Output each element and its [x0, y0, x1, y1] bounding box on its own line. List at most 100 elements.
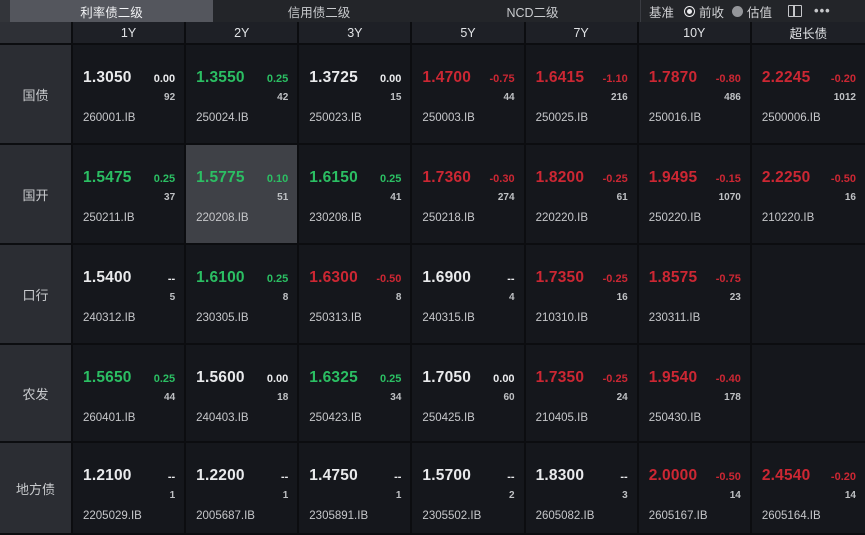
quote-line: 1.5650 0.25	[83, 369, 175, 387]
bond-cell[interactable]: 1.5700 -- 2 2305502.IB	[412, 443, 526, 535]
bond-cell[interactable]: 1.7870 -0.80 486 250016.IB	[638, 45, 752, 145]
bond-cell[interactable]: 1.5600 0.00 18 240403.IB	[186, 345, 300, 443]
bond-cell[interactable]: 1.7360 -0.30 274 250218.IB	[412, 145, 526, 245]
count-line: 1012	[762, 87, 856, 105]
trade-count: 1	[169, 490, 176, 501]
column-header-3y[interactable]: 3Y	[299, 22, 413, 45]
trade-count: 61	[616, 192, 628, 203]
more-icon[interactable]: •••	[814, 3, 831, 18]
quote-line: 2.2250 -0.50	[762, 169, 856, 187]
bond-code: 250023.IB	[309, 112, 362, 124]
trade-count: 1	[395, 490, 402, 501]
bond-cell[interactable]: 1.4750 -- 1 2305891.IB	[299, 443, 413, 535]
quote-line: 1.3050 0.00	[83, 69, 175, 87]
bond-cell[interactable]: 1.8300 -- 3 2605082.IB	[525, 443, 639, 535]
quote-line: 1.3550 0.25	[196, 69, 288, 87]
code-line: 230305.IB	[196, 308, 288, 326]
bond-cell[interactable]: 1.7350 -0.25 16 210310.IB	[525, 245, 639, 345]
quote-line: 1.6150 0.25	[309, 169, 401, 187]
change-value: --	[620, 471, 628, 483]
bond-cell[interactable]: 1.6150 0.25 41 230208.IB	[299, 145, 413, 245]
bond-cell[interactable]: 1.6300 -0.50 8 250313.IB	[299, 245, 413, 345]
trade-count: 14	[729, 490, 741, 501]
bond-cell[interactable]: 2.2250 -0.50 16 210220.IB	[751, 145, 865, 245]
column-header-1y[interactable]: 1Y	[73, 22, 187, 45]
count-line: 1	[309, 485, 402, 503]
code-line: 260401.IB	[83, 408, 175, 426]
code-line: 210220.IB	[762, 208, 856, 226]
change-value: -0.15	[715, 173, 741, 185]
count-line: 16	[762, 187, 856, 205]
row-label: 地方债	[0, 443, 73, 535]
trade-count: 4	[509, 292, 515, 303]
count-line: 216	[536, 87, 628, 105]
bond-code: 240403.IB	[196, 412, 249, 424]
trade-count: 18	[277, 392, 289, 403]
column-header-2y[interactable]: 2Y	[186, 22, 300, 45]
bond-cell[interactable]: 2.0000 -0.50 14 2605167.IB	[638, 443, 752, 535]
yield-value: 1.3725	[309, 69, 358, 86]
count-line: 1	[83, 485, 176, 503]
bond-cell[interactable]: 1.5650 0.25 44 260401.IB	[73, 345, 187, 443]
layout-grid-icon[interactable]	[788, 5, 803, 17]
quote-grid: 1Y 2Y 3Y 5Y 7Y 10Y 超长债 国债 1.3050 0.00 92 260001.IB 1…	[0, 22, 865, 535]
bond-cell[interactable]: 1.9540 -0.40 178 250430.IB	[638, 345, 752, 443]
bond-cell[interactable]: 1.6325 0.25 34 250423.IB	[299, 345, 413, 443]
bond-cell[interactable]	[751, 245, 865, 345]
change-value: -0.80	[715, 73, 741, 85]
column-header-7y[interactable]: 7Y	[525, 22, 639, 45]
count-line: 23	[649, 287, 741, 305]
bond-code: 260401.IB	[83, 412, 136, 424]
yield-value: 2.2250	[761, 169, 811, 186]
bond-cell[interactable]: 1.7050 0.00 60 250425.IB	[412, 345, 526, 443]
bond-cell[interactable]: 1.3550 0.25 42 250024.IB	[186, 45, 300, 145]
bond-cell[interactable]: 1.8575 -0.75 23 230311.IB	[638, 245, 752, 345]
column-header-超长债[interactable]: 超长债	[751, 22, 865, 45]
trade-count: 92	[164, 92, 176, 103]
bond-cell[interactable]: 1.2200 -- 1 2005687.IB	[186, 443, 300, 535]
bond-cell[interactable]	[751, 345, 865, 443]
bond-cell[interactable]: 1.9495 -0.15 1070 250220.IB	[638, 145, 752, 245]
bond-cell[interactable]: 1.2100 -- 1 2205029.IB	[73, 443, 187, 535]
bond-code: 210220.IB	[761, 212, 815, 224]
change-value: 0.00	[493, 373, 515, 385]
quote-line: 1.5600 0.00	[196, 369, 288, 387]
change-value: --	[507, 273, 515, 285]
bond-cell[interactable]: 1.3725 0.00 15 250023.IB	[299, 45, 413, 145]
code-line: 250313.IB	[309, 308, 401, 326]
yield-value: 2.2245	[761, 69, 811, 86]
radio-prev-close[interactable]: 前收	[684, 2, 724, 21]
bond-code: 230208.IB	[309, 212, 362, 224]
code-line: 240315.IB	[422, 308, 514, 326]
bond-cell[interactable]: 1.4700 -0.75 44 250003.IB	[412, 45, 526, 145]
trade-count: 14	[844, 490, 856, 501]
bond-cell[interactable]: 1.5475 0.25 37 250211.IB	[73, 145, 187, 245]
tab-rates-secondary[interactable]: 利率债二级	[10, 0, 213, 22]
change-value: --	[507, 471, 515, 483]
code-line: 250218.IB	[422, 208, 514, 226]
count-line: 15	[309, 87, 401, 105]
bond-cell[interactable]: 1.8200 -0.25 61 220220.IB	[525, 145, 639, 245]
tab-credit-secondary[interactable]: 信用债二级	[287, 5, 351, 20]
code-line: 210405.IB	[536, 408, 628, 426]
bond-cell[interactable]: 2.4540 -0.20 14 2605164.IB	[751, 443, 865, 535]
quote-line: 1.9495 -0.15	[649, 169, 741, 187]
change-value: -0.40	[715, 373, 741, 385]
bond-cell[interactable]: 1.6900 -- 4 240315.IB	[412, 245, 526, 345]
yield-value: 1.9495	[648, 169, 698, 186]
tab-ncd-secondary[interactable]: NCD二级	[506, 5, 559, 20]
column-header-5y[interactable]: 5Y	[412, 22, 526, 45]
trade-count: 41	[390, 192, 402, 203]
bond-cell[interactable]: 1.5775 0.10 51 220208.IB	[186, 145, 300, 245]
grid-corner-cell	[0, 22, 73, 45]
count-line: 41	[309, 187, 401, 205]
bond-cell[interactable]: 1.6415 -1.10 216 250025.IB	[525, 45, 639, 145]
trade-count: 1	[282, 490, 289, 501]
bond-cell[interactable]: 1.6100 0.25 8 230305.IB	[186, 245, 300, 345]
bond-cell[interactable]: 1.3050 0.00 92 260001.IB	[73, 45, 187, 145]
bond-cell[interactable]: 2.2245 -0.20 1012 2500006.IB	[751, 45, 865, 145]
radio-valuation[interactable]: 估值	[732, 2, 772, 21]
bond-cell[interactable]: 1.5400 -- 5 240312.IB	[73, 245, 187, 345]
column-header-10y[interactable]: 10Y	[638, 22, 752, 45]
bond-cell[interactable]: 1.7350 -0.25 24 210405.IB	[525, 345, 639, 443]
